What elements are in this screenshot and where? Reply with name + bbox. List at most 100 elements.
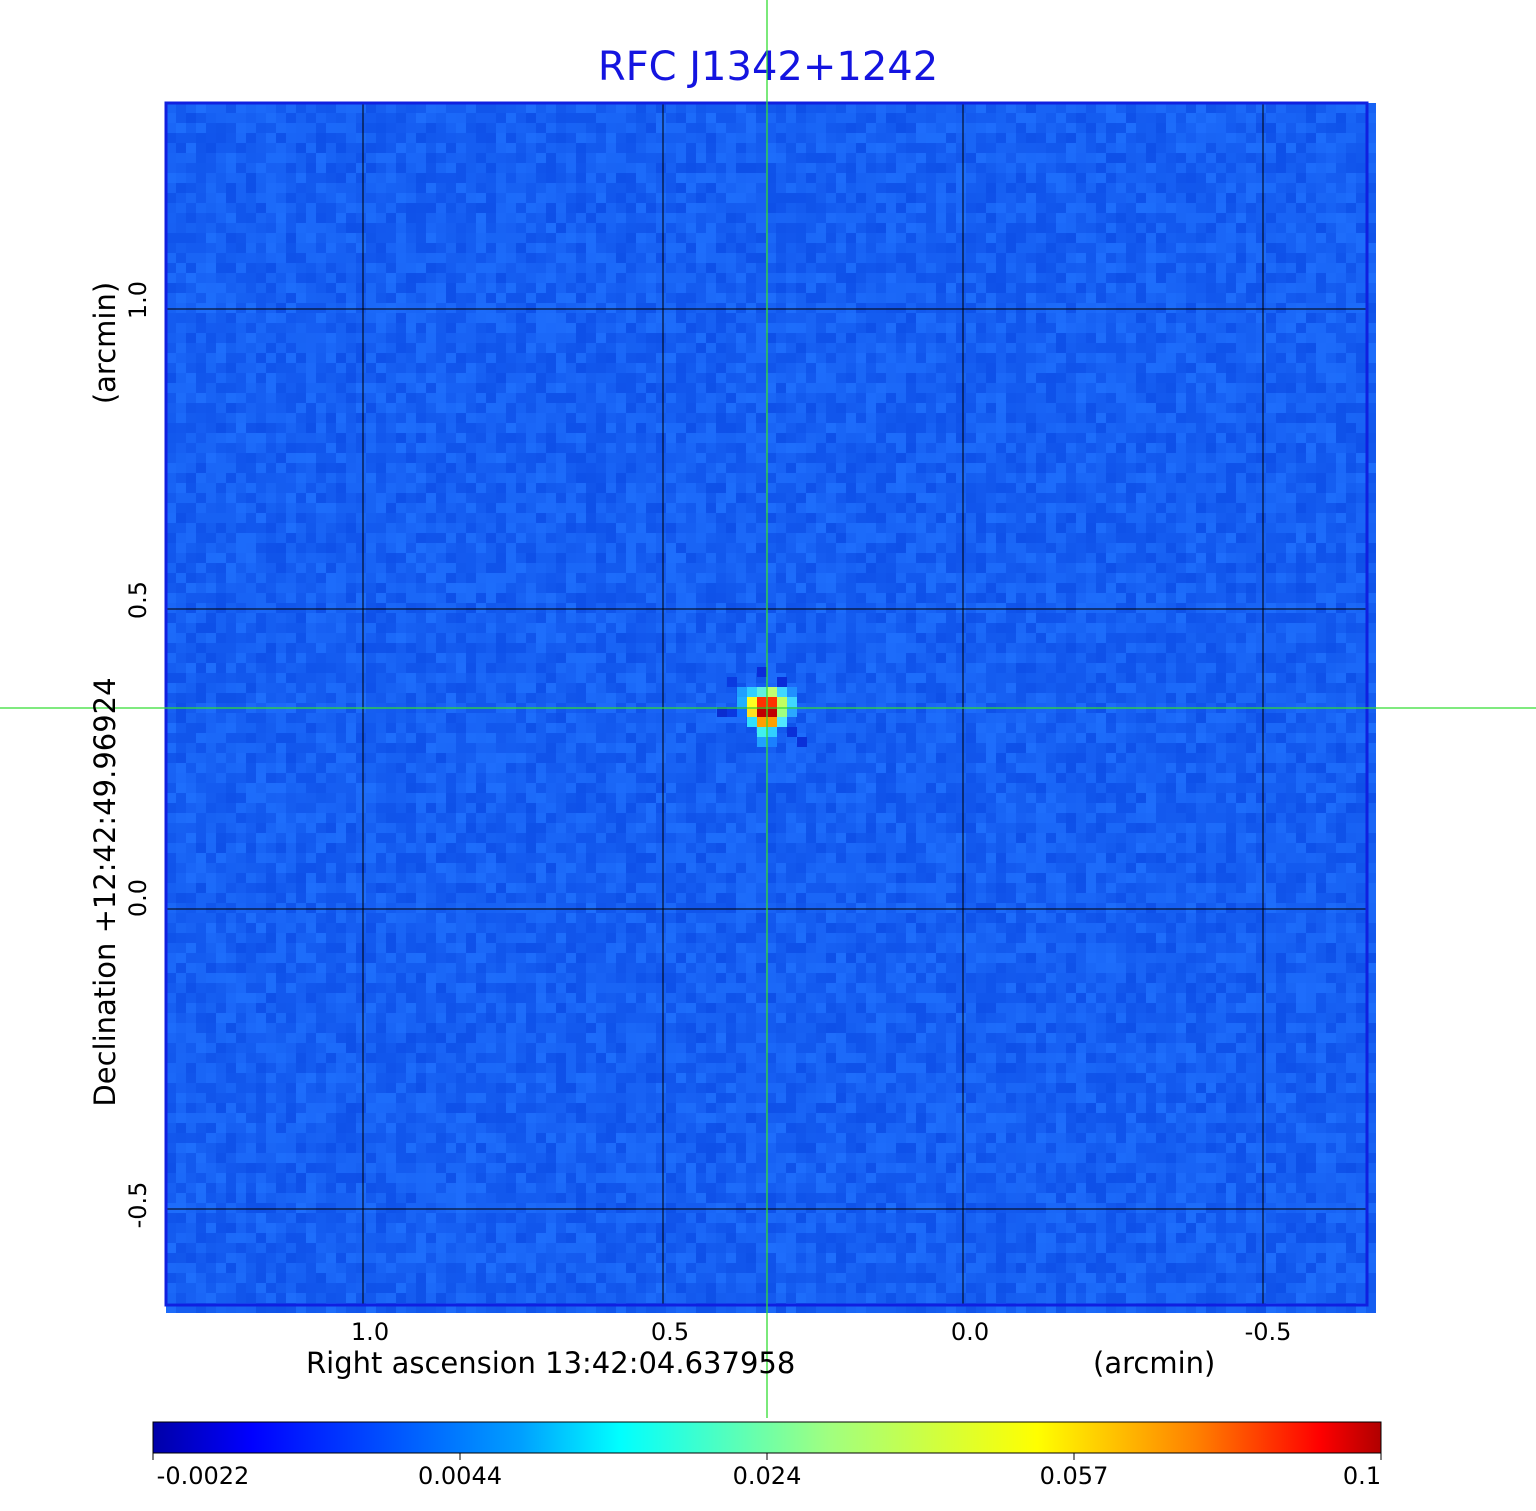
image-pixel bbox=[1166, 153, 1176, 163]
image-pixel bbox=[496, 133, 506, 143]
image-pixel bbox=[546, 233, 556, 243]
image-pixel bbox=[336, 463, 346, 473]
image-pixel bbox=[936, 333, 946, 343]
image-pixel bbox=[626, 373, 636, 383]
image-pixel bbox=[1276, 423, 1286, 433]
image-pixel bbox=[736, 393, 746, 403]
image-pixel bbox=[906, 443, 916, 453]
image-pixel bbox=[176, 193, 186, 203]
image-pixel bbox=[736, 203, 746, 213]
image-pixel bbox=[386, 483, 396, 493]
image-pixel bbox=[1236, 283, 1246, 293]
image-pixel bbox=[686, 283, 696, 293]
image-pixel bbox=[266, 493, 276, 503]
image-pixel bbox=[1306, 133, 1316, 143]
image-pixel bbox=[536, 113, 546, 123]
image-pixel bbox=[536, 253, 546, 263]
image-pixel bbox=[476, 293, 486, 303]
image-pixel bbox=[626, 253, 636, 263]
image-pixel bbox=[1036, 313, 1046, 323]
image-pixel bbox=[1166, 333, 1176, 343]
image-pixel bbox=[1016, 163, 1026, 173]
image-pixel bbox=[856, 173, 866, 183]
image-pixel bbox=[1056, 143, 1066, 153]
image-pixel bbox=[536, 363, 546, 373]
image-pixel bbox=[546, 343, 556, 353]
image-pixel bbox=[666, 363, 676, 373]
image-pixel bbox=[776, 393, 786, 403]
image-pixel bbox=[1226, 263, 1236, 273]
image-pixel bbox=[1136, 243, 1146, 253]
image-pixel bbox=[1176, 263, 1186, 273]
image-pixel bbox=[1006, 273, 1016, 283]
image-pixel bbox=[196, 233, 206, 243]
image-pixel bbox=[1196, 113, 1206, 123]
image-pixel bbox=[566, 403, 576, 413]
image-pixel bbox=[226, 133, 236, 143]
image-pixel bbox=[656, 323, 666, 333]
image-pixel bbox=[526, 443, 536, 453]
image-pixel bbox=[1296, 133, 1306, 143]
image-pixel bbox=[1276, 223, 1286, 233]
image-pixel bbox=[876, 303, 886, 313]
image-pixel bbox=[1016, 383, 1026, 393]
image-pixel bbox=[186, 243, 196, 253]
image-pixel bbox=[196, 463, 206, 473]
image-pixel bbox=[1176, 293, 1186, 303]
image-pixel bbox=[436, 213, 446, 223]
image-pixel bbox=[616, 373, 626, 383]
image-pixel bbox=[866, 343, 876, 353]
image-pixel bbox=[1146, 273, 1156, 283]
image-pixel bbox=[616, 313, 626, 323]
image-pixel bbox=[1196, 103, 1206, 113]
image-pixel bbox=[436, 133, 446, 143]
image-pixel bbox=[1196, 403, 1206, 413]
image-pixel bbox=[1226, 183, 1236, 193]
image-pixel bbox=[1116, 453, 1126, 463]
image-pixel bbox=[1346, 353, 1356, 363]
image-pixel bbox=[376, 283, 386, 293]
image-pixel bbox=[646, 193, 656, 203]
image-pixel bbox=[1106, 333, 1116, 343]
image-pixel bbox=[876, 183, 886, 193]
image-pixel bbox=[506, 393, 516, 403]
image-pixel bbox=[496, 363, 506, 373]
image-pixel bbox=[1116, 473, 1126, 483]
image-pixel bbox=[956, 113, 966, 123]
image-pixel bbox=[336, 373, 346, 383]
image-pixel bbox=[816, 363, 826, 373]
image-pixel bbox=[976, 353, 986, 363]
image-pixel bbox=[1136, 493, 1146, 503]
image-pixel bbox=[1326, 403, 1336, 413]
image-pixel bbox=[1086, 243, 1096, 253]
image-pixel bbox=[1026, 483, 1036, 493]
image-pixel bbox=[296, 173, 306, 183]
image-pixel bbox=[1296, 343, 1306, 353]
image-pixel bbox=[826, 443, 836, 453]
image-pixel bbox=[1236, 453, 1246, 463]
image-pixel bbox=[816, 443, 826, 453]
image-pixel bbox=[1266, 353, 1276, 363]
image-pixel bbox=[1156, 103, 1166, 113]
image-pixel bbox=[616, 443, 626, 453]
image-pixel bbox=[296, 273, 306, 283]
image-pixel bbox=[366, 373, 376, 383]
image-pixel bbox=[1026, 323, 1036, 333]
image-pixel bbox=[1136, 333, 1146, 343]
image-pixel bbox=[616, 323, 626, 333]
image-pixel bbox=[506, 123, 516, 133]
image-pixel bbox=[246, 243, 256, 253]
image-pixel bbox=[1316, 503, 1326, 513]
image-pixel bbox=[456, 423, 466, 433]
image-pixel bbox=[526, 293, 536, 303]
image-pixel bbox=[506, 463, 516, 473]
image-pixel bbox=[486, 263, 496, 273]
image-pixel bbox=[316, 413, 326, 423]
image-pixel bbox=[1056, 333, 1066, 343]
image-pixel bbox=[1226, 503, 1236, 513]
image-pixel bbox=[916, 313, 926, 323]
image-pixel bbox=[786, 433, 796, 443]
image-pixel bbox=[616, 413, 626, 423]
image-pixel bbox=[706, 393, 716, 403]
image-pixel bbox=[1326, 103, 1336, 113]
